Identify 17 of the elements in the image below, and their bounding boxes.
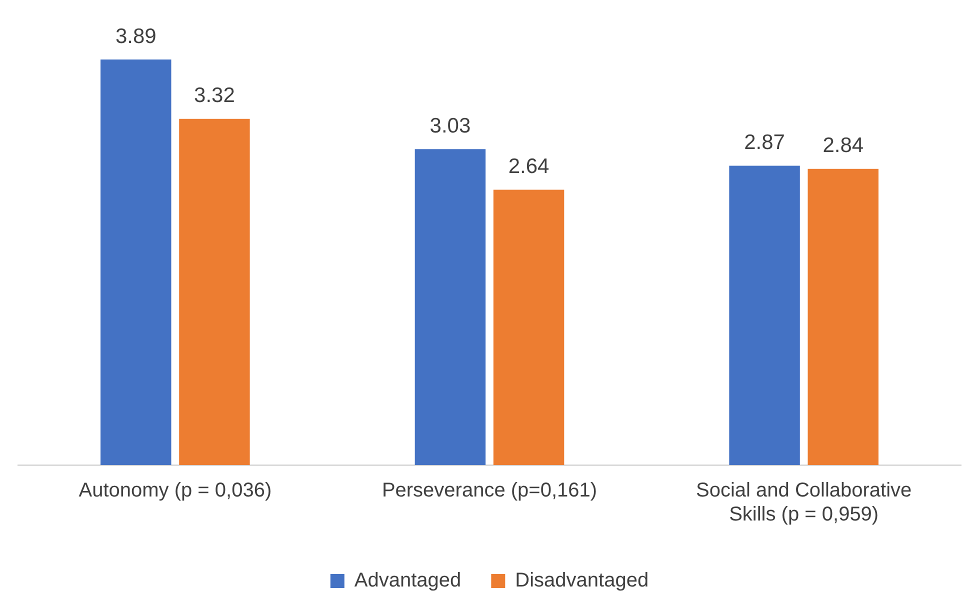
data-label: 3.32 <box>194 84 235 108</box>
data-label: 3.03 <box>430 114 471 138</box>
x-tick-label: Social and Collaborative Skills (p = 0,959) <box>696 480 912 526</box>
data-label: 2.64 <box>508 155 550 178</box>
x-tick-label: Autonomy (p = 0,036) <box>78 480 272 502</box>
x-tick-label: Perseverance (p=0,161) <box>382 480 598 502</box>
bar <box>414 149 486 465</box>
data-label: 2.87 <box>744 131 785 154</box>
bar <box>179 118 250 465</box>
legend-label: Disadvantaged <box>515 570 649 592</box>
bar <box>493 190 564 465</box>
bar <box>100 59 172 465</box>
bar <box>729 166 800 465</box>
legend-label: Advantaged <box>354 570 462 592</box>
data-label: 3.89 <box>115 24 156 48</box>
bar <box>808 168 878 465</box>
data-label: 2.84 <box>822 134 864 158</box>
